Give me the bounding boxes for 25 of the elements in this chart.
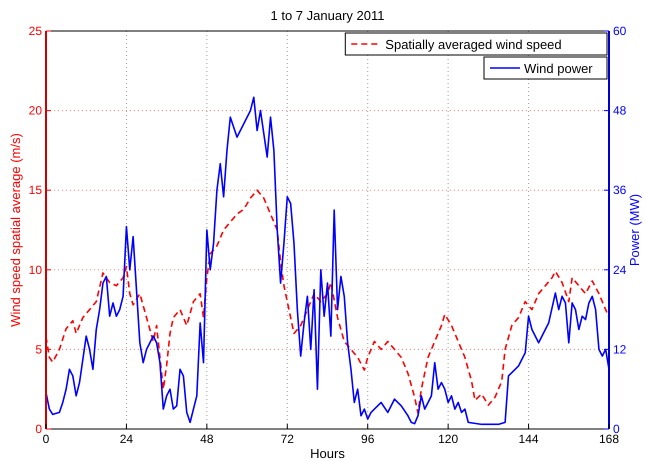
x-tick-label: 24 [120,432,134,446]
legend-label: Spatially averaged wind speed [385,37,562,52]
y2-tick-label: 60 [613,24,627,38]
y2-tick-label: 36 [613,183,627,198]
x-tick-label: 72 [280,432,294,446]
x-tick-label: 120 [438,432,458,446]
x-tick-label: 144 [518,432,539,446]
x-tick-label: 96 [361,432,375,446]
y2-tick-label: 12 [613,342,627,356]
y-tick-label: 20 [28,104,42,118]
y-tick-label: 25 [28,24,42,38]
chart-title: 1 to 7 January 2011 [270,8,384,23]
x-axis-title: Hours [310,446,346,461]
y-axis-title: Wind speed spatial average (m/s) [8,133,23,327]
y2-tick-label: 48 [613,104,627,118]
y-tick-label: 0 [35,422,42,436]
y2-tick-label: 24 [613,262,627,277]
y-tick-label: 5 [35,342,42,356]
y2-axis-title: Power (MW) [627,194,642,266]
x-tick-label: 48 [200,432,214,446]
line-series [45,96,610,426]
line-series [45,189,610,414]
y-tick-label: 10 [28,262,42,277]
y-tick-label: 15 [28,183,42,198]
legend-label: Wind power [524,61,594,76]
